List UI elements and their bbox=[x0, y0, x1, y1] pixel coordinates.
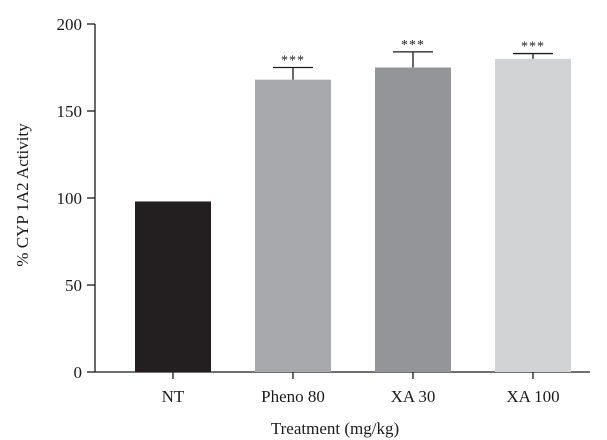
bar-xa-100 bbox=[495, 58, 571, 373]
y-axis-label: % CYP 1A2 Activity bbox=[13, 123, 32, 267]
bar-nt bbox=[135, 201, 211, 372]
x-tick-label: Pheno 80 bbox=[261, 387, 325, 406]
significance-label: *** bbox=[281, 54, 305, 69]
y-tick-label: 150 bbox=[57, 102, 83, 121]
y-tick-label: 100 bbox=[57, 189, 83, 208]
significance-label: *** bbox=[401, 38, 425, 53]
x-axis-label: Treatment (mg/kg) bbox=[271, 419, 399, 438]
significance-label: *** bbox=[521, 40, 545, 55]
x-tick-label: XA 30 bbox=[391, 387, 436, 406]
y-axis: 0 50 100 150 200 bbox=[57, 15, 96, 382]
x-axis: NT Pheno 80 XA 30 XA 100 bbox=[95, 371, 590, 406]
bar-pheno-80 bbox=[255, 79, 331, 373]
y-tick-label: 0 bbox=[74, 363, 83, 382]
y-tick-label: 200 bbox=[57, 15, 83, 34]
x-tick-label: NT bbox=[162, 387, 185, 406]
x-tick-label: XA 100 bbox=[506, 387, 559, 406]
bars: *** *** *** bbox=[135, 38, 571, 373]
y-tick-label: 50 bbox=[65, 276, 82, 295]
bar-xa-30 bbox=[375, 67, 451, 372]
